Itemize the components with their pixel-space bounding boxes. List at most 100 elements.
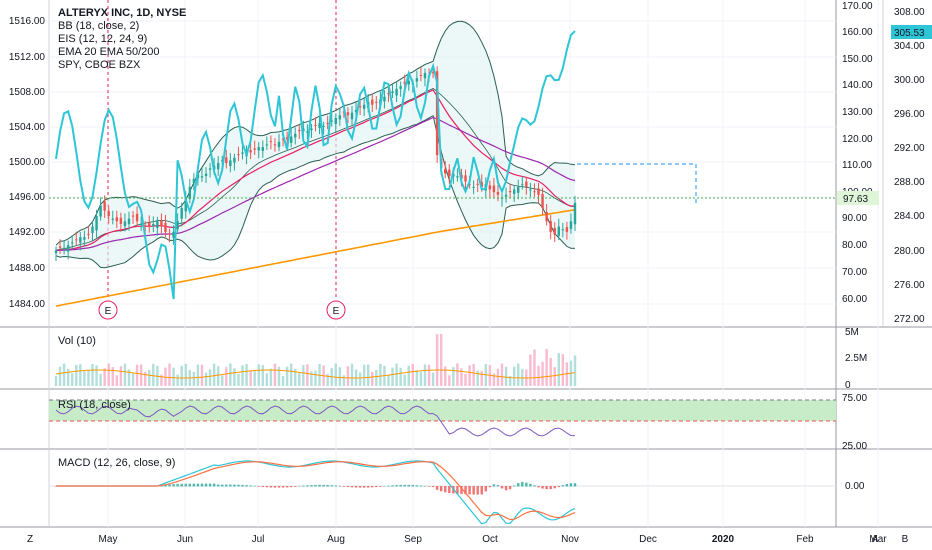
candle-body-2 (62, 247, 66, 249)
timezone-button[interactable]: Z (27, 534, 33, 545)
volume-bar-4 (71, 373, 74, 386)
macd-hist-55 (277, 486, 281, 488)
earnings-marker-0 (98, 300, 118, 320)
b-button[interactable]: B (902, 534, 909, 545)
candle-body-104 (476, 183, 479, 185)
rsi-axis-tick-1: 25.00 (842, 441, 867, 452)
macd-hist-126 (565, 483, 569, 487)
volume-bar-40 (216, 366, 220, 386)
macd-hist-53 (269, 486, 273, 488)
price-pane[interactable] (0, 0, 836, 326)
candle-body-17 (123, 221, 127, 227)
auto-scale-button[interactable]: A (872, 534, 879, 545)
mid-axis-tick-5: 120.00 (842, 134, 873, 145)
volume-bar-104 (476, 370, 479, 386)
candle-body-116 (525, 181, 528, 187)
volume-bar-85 (399, 367, 402, 386)
x-axis-tick-5: Oct (482, 534, 498, 545)
macd-hist-96 (444, 486, 447, 493)
candle-body-51 (261, 147, 265, 151)
spy-series (55, 30, 576, 300)
macd-hist-51 (261, 486, 265, 487)
right-axis-tick-9: 272.00 (894, 314, 925, 325)
volume-bar-15 (115, 375, 119, 386)
left-axis-tick-2: 1508.00 (9, 87, 46, 98)
volume-bar-84 (395, 363, 398, 386)
volume-bar-87 (407, 365, 410, 386)
macd-hist-29 (172, 484, 175, 487)
volume-bar-0 (54, 376, 58, 386)
legend-item-2: EIS (12, 12, 24, 9) (58, 33, 147, 45)
volume-bar-60 (298, 373, 301, 386)
macd-hist-44 (233, 484, 236, 487)
volume-bar-28 (168, 363, 171, 386)
volume-bar-91 (423, 364, 427, 386)
volume-bar-30 (176, 374, 179, 386)
candle-body-16 (119, 217, 123, 224)
volume-bar-93 (431, 372, 435, 386)
volume-bar-19 (131, 372, 135, 386)
mid-axis-tick-0: 170.00 (842, 1, 873, 12)
candle-body-22 (143, 225, 147, 227)
candle-body-94 (435, 71, 439, 156)
macd-hist-79 (375, 486, 378, 488)
macd-hist-81 (383, 485, 386, 487)
earnings-marker-label-1: E (333, 306, 340, 317)
candle-body-0 (54, 250, 58, 254)
candle-body-97 (448, 169, 451, 177)
macd-hist-59 (294, 486, 297, 487)
macd-hist-35 (196, 483, 200, 487)
macd-hist-104 (476, 486, 479, 495)
x-axis-tick-8: 2020 (712, 534, 735, 545)
volume-bar-124 (557, 353, 560, 386)
candle-body-123 (553, 227, 556, 235)
candle-body-28 (168, 233, 171, 235)
candle-body-76 (362, 104, 366, 109)
ema-200 (55, 209, 576, 307)
candle-body-82 (387, 93, 390, 95)
volume-bar-57 (285, 366, 289, 386)
candle-body-63 (310, 128, 313, 131)
grid (49, 0, 879, 527)
right-axis-tick-8: 276.00 (894, 280, 925, 291)
volume-bar-53 (269, 368, 273, 386)
volume-bar-61 (302, 365, 305, 386)
spy-price-badge (891, 25, 932, 39)
volume-bar-96 (444, 366, 447, 386)
volume-bar-36 (200, 364, 204, 386)
macd-hist-119 (537, 486, 540, 488)
volume-bar-21 (139, 364, 143, 386)
volume-bar-51 (261, 365, 265, 386)
volume-bar-31 (180, 365, 183, 386)
ema-20 (55, 89, 576, 251)
candle-body-8 (87, 233, 90, 235)
x-axis-tick-7: Dec (639, 534, 657, 545)
volume-bar-20 (135, 364, 139, 386)
volume-bar-55 (277, 366, 281, 386)
volume-bar-23 (148, 369, 151, 386)
candle-body-12 (103, 201, 106, 211)
macd-hist-58 (289, 486, 293, 488)
volume-bar-63 (310, 371, 313, 386)
macd-hist-75 (358, 486, 362, 488)
volume-bar-86 (403, 374, 406, 386)
macd-hist-83 (391, 485, 394, 487)
volume-bar-94 (435, 334, 439, 386)
macd-hist-41 (221, 484, 224, 487)
macd-hist-37 (204, 483, 208, 487)
volume-bar-58 (289, 363, 293, 386)
x-axis-tick-6: Nov (561, 534, 579, 545)
volume-bar-105 (480, 371, 483, 386)
left-axis-tick-7: 1488.00 (9, 263, 46, 274)
volume-bar-82 (387, 374, 390, 386)
volume-bar-95 (439, 334, 443, 386)
volume-bar-69 (334, 363, 337, 386)
candle-body-56 (281, 138, 285, 140)
candle-body-30 (176, 221, 179, 230)
candle-body-109 (496, 191, 500, 195)
candle-body-14 (111, 218, 114, 220)
volume-bar-77 (366, 364, 370, 386)
volume-legend: Vol (10) (58, 335, 96, 347)
macd-pane[interactable] (0, 450, 836, 526)
